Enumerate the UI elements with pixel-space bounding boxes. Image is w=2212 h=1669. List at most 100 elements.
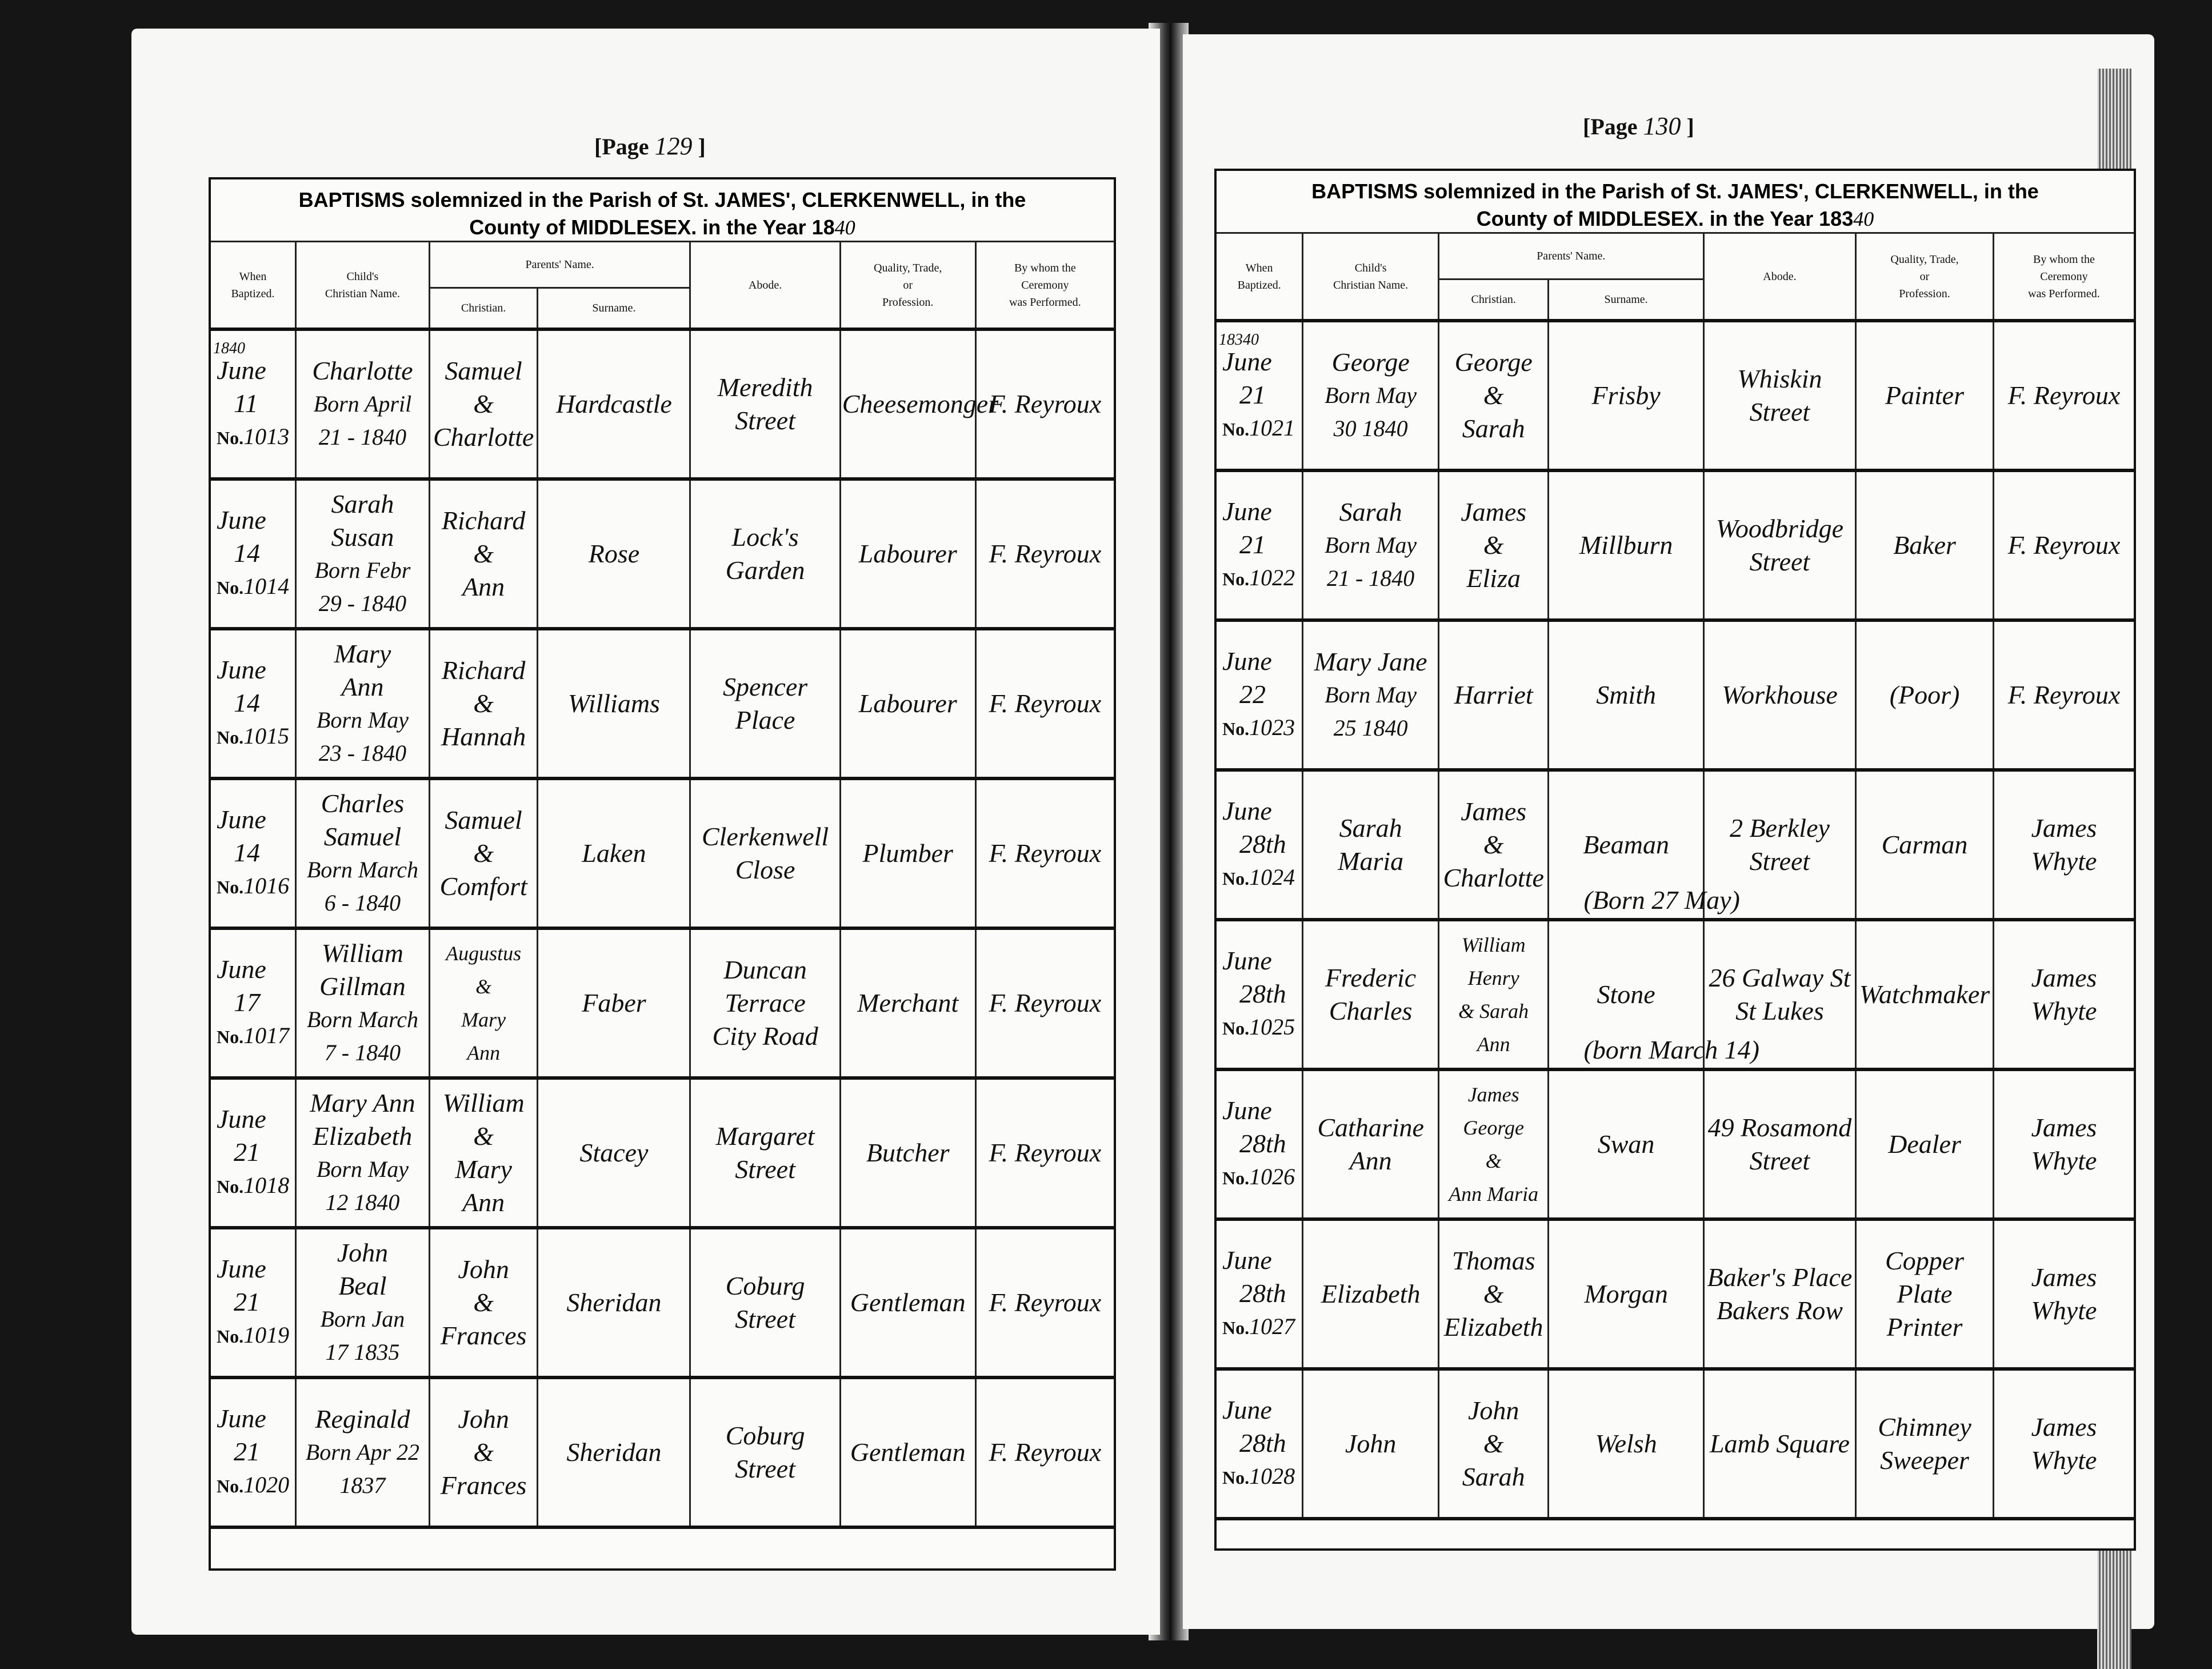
abode-line: Workhouse [1722,680,1838,709]
cell-abode: 2 Berkley Street [1702,770,1856,921]
birth-date-line: Born Apr 22 [305,1439,420,1465]
year-printed: 18 [213,340,229,357]
entry-number-value: 1022 [1249,565,1295,590]
parent-christian-line: Richard [441,506,526,535]
birth-date-line: 17 1835 [325,1339,400,1365]
register-grid: When Baptized. Child's Christian Name. Paren… [1217,234,2134,1520]
parent-christian-line: & Sarah [1458,1000,1529,1023]
cell-performed-by: James Whyte [1992,1069,2134,1221]
page-number: 129 [654,132,693,160]
parent-christian-line: Comfort [439,872,527,901]
header-parent-christian: Christian. [428,288,538,331]
header-row: When Baptized. Child's Christian Name. Paren… [1217,234,2134,322]
title-line-2: County of MIDDLESEX. in the Year 1840 [222,214,1102,241]
trade-line: Gentleman [850,1288,966,1317]
cell-child-name: Mary Ann Born May 23 - 1840 [295,629,430,780]
cell-quality-trade: Gentleman [839,1377,976,1529]
register-title: BAPTISMS solemnized in the Parish of St.… [211,179,1114,242]
abode-line: Street [1749,847,1810,876]
cell-parents-christian: John & Frances [428,1228,538,1379]
abode-line: Lamb Square [1709,1429,1850,1458]
entry-number-prefix: No. [217,577,244,598]
abode-line: Baker's Place [1707,1263,1853,1292]
header-when-baptized-line: When [1245,261,1273,274]
cell-parents-christian: James George & Ann Maria [1437,1069,1549,1221]
abode-line: Coburg [725,1421,805,1450]
abode-line: Street [1749,547,1810,576]
title-line-1: BAPTISMS solemnized in the Parish of St.… [1311,179,2039,203]
header-row: When Baptized. Child's Christian Name. Paren… [211,242,1114,331]
parent-christian-line: Mary [461,1008,506,1031]
baptism-month: June [217,805,266,834]
register-entry: June 14 No.1014 Sarah Susan Born Febr 29 - 184… [211,479,1114,630]
child-name-line: Elizabeth [313,1121,413,1151]
baptism-month: June [1222,796,1272,825]
birth-date-line: Born May [316,707,409,733]
parent-christian-line: George [1454,348,1533,377]
baptism-month: June [217,655,266,684]
minister-name: F. Reyroux [989,988,1102,1017]
abode-line: Street [735,406,795,435]
birth-date-line: 1837 [339,1472,386,1498]
child-name-line: John [337,1238,389,1267]
cell-abode: Whiskin Street [1702,321,1856,472]
cell-abode: 26 Galway St St Lukes [1702,920,1856,1071]
parent-surname: Smith [1596,680,1656,709]
entry-number-value: 1013 [243,424,290,449]
child-name-line: George [1331,348,1410,377]
baptism-month: June [1222,1245,1272,1275]
header-child-name-line: Child's [346,270,379,283]
cell-abode: Coburg Street [689,1228,841,1379]
cell-quality-trade: Plumber [839,778,976,930]
register-grid: When Baptized. Child's Christian Name. Paren… [211,242,1114,1529]
cell-when-baptized: June 21 No.1020 [211,1377,296,1529]
cell-quality-trade: Cheesemonger [839,329,998,481]
cell-quality-trade: Carman [1855,770,1994,921]
cell-quality-trade: Watchmaker [1855,920,1994,1071]
birth-date-line: 7 - 1840 [324,1040,401,1065]
trade-line: Dealer [1888,1129,1961,1159]
page-label-end: ] [1686,114,1694,139]
parent-surname: Swan [1597,1129,1655,1159]
trade-line: Butcher [866,1138,950,1167]
header-quality-trade-line: Profession. [882,296,934,309]
minister-name: F. Reyroux [989,1438,1102,1467]
year-handwritten: 40 [229,340,245,357]
entry-number-value: 1028 [1249,1463,1295,1489]
baptism-month: June [217,955,266,984]
header-child-name: Child's Christian Name. [295,242,430,331]
birth-date-line: Born April [313,391,412,417]
parent-christian-line: Ann [462,572,505,601]
parent-christian-line: Hannah [441,722,526,751]
cell-abode: Baker's Place Bakers Row [1702,1219,1856,1371]
entry-number-prefix: No. [1222,569,1250,589]
child-name-line: Sarah [1339,813,1402,843]
entry-number-value: 1017 [243,1023,290,1048]
birth-date-line: 25 1840 [1333,715,1408,741]
parent-christian-line: & [1485,1149,1502,1172]
register-entry: June 28th No.1027 Elizabeth Thomas & Elizabeth… [1217,1219,2134,1371]
cell-parents-christian: Harriet [1437,620,1549,772]
child-name-line: Beal [338,1271,387,1300]
cell-child-name: Charlotte Born April 21 - 1840 [295,329,430,481]
parent-surname: Welsh [1595,1429,1657,1458]
cell-when-baptized: June 17 No.1017 [211,928,296,1080]
trade-line: Chimney [1878,1412,1971,1442]
baptism-day: 28th [1239,1129,1286,1158]
header-by-whom-performed-line: Ceremony [1021,278,1069,292]
cell-abode: Lock's Garden [689,479,841,630]
parent-surname: Rose [588,539,640,568]
abode-line: Margaret [715,1121,815,1151]
child-name-line: Charles [321,789,405,818]
header-child-name: Child's Christian Name. [1302,234,1439,322]
abode-line: Lock's [731,522,799,552]
entry-number-value: 1019 [243,1322,290,1348]
trade-line: Baker [1893,530,1956,560]
cell-parents-surname: Millburn [1547,470,1704,622]
entry-number-value: 1023 [1249,714,1295,740]
header-by-whom-performed-line: By whom the [2033,253,2095,266]
cell-parents-christian: John & Sarah [1437,1369,1549,1520]
cell-child-name: John Beal Born Jan 17 1835 [295,1228,430,1379]
page-label: [Page 130 ] [1583,111,1694,141]
cell-abode: 49 Rosamond Street [1702,1069,1856,1221]
